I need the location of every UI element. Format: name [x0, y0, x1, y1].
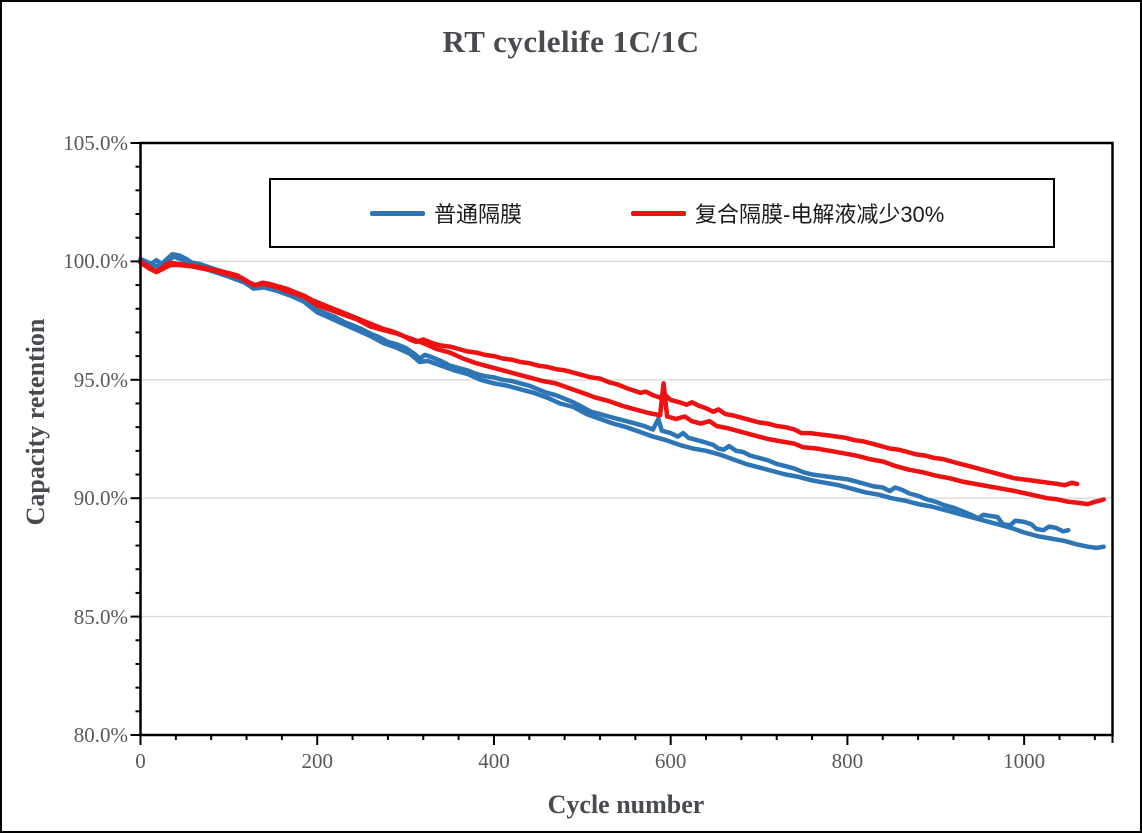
series-line-putong-gemo-trace-1: [138, 252, 1071, 534]
y-tick-label: 90.0%: [73, 486, 128, 511]
series-line-fuhe-gemo-trace-2: [138, 260, 1106, 507]
y-tick-label: 100.0%: [63, 249, 128, 274]
legend: 普通隔膜 复合隔膜-电解液减少30%: [269, 178, 1055, 248]
legend-item-ordinary-separator: 普通隔膜: [370, 180, 522, 246]
y-tick-label: 85.0%: [73, 604, 128, 629]
legend-label-composite-separator: 复合隔膜-电解液减少30%: [695, 202, 945, 227]
plot-box: [139, 141, 1114, 737]
y-tick-label: 80.0%: [73, 723, 128, 747]
x-axis-title: Cycle number: [547, 790, 705, 819]
x-tick-label: 0: [135, 749, 146, 773]
chart-title: RT cyclelife 1C/1C: [442, 24, 700, 59]
legend-label-ordinary-separator: 普通隔膜: [434, 202, 523, 227]
series-line-fuhe-gemo-trace-1: [138, 259, 1080, 488]
series-line-putong-gemo-trace-2: [138, 254, 1106, 551]
x-tick-label: 1000: [1003, 749, 1046, 773]
x-tick-label: 400: [478, 749, 510, 773]
y-tick-label: 95.0%: [73, 367, 128, 392]
x-tick-label: 600: [654, 749, 687, 773]
x-tick-label: 200: [301, 749, 333, 773]
y-tick-label: 105.0%: [63, 131, 128, 155]
legend-item-composite-separator: 复合隔膜-电解液减少30%: [631, 180, 944, 246]
y-axis-title: Capacity retention: [21, 318, 50, 526]
x-tick-label: 800: [831, 749, 864, 773]
legend-swatch-red-line: [631, 210, 686, 216]
legend-swatch-blue-line: [370, 210, 425, 216]
